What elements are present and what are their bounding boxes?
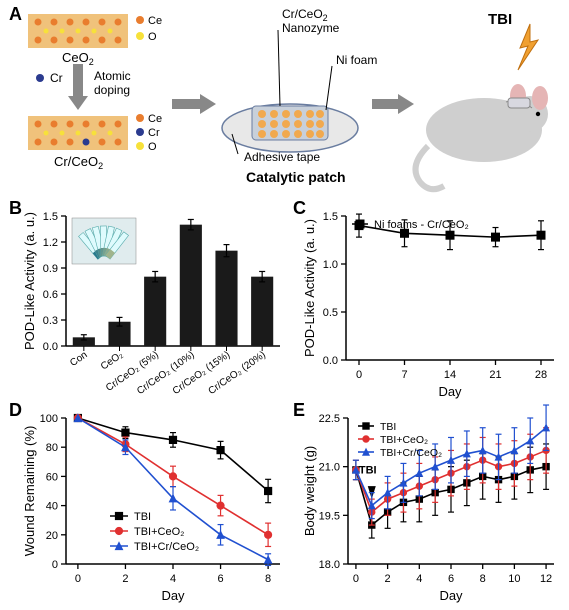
mouse <box>416 84 549 189</box>
svg-text:10: 10 <box>508 573 520 585</box>
panelA-schematic: Ce O CeO2 Cr Atomic doping Ce Cr O Cr/Ce… <box>20 6 560 196</box>
panelB-chart: 0.0 0.3 0.6 0.9 1.2 1.5 POD-Like Activity (a. … <box>18 202 290 400</box>
svg-text:100: 100 <box>40 413 58 425</box>
panelC-chart: 0.0 0.5 1.0 1.5 0 7 14 21 28 POD-Like Activity (a… <box>298 202 564 400</box>
svg-text:Ni foams - Cr/CeO₂: Ni foams - Cr/CeO₂ <box>374 219 469 231</box>
svg-text:28: 28 <box>535 369 547 381</box>
svg-text:6: 6 <box>217 573 223 585</box>
atomic-doping-text: Atomic <box>94 69 131 83</box>
figure-root: { "panelA": { "label": "A", "schematic":… <box>0 0 569 610</box>
svg-text:20: 20 <box>46 530 58 542</box>
ceo2-lattice <box>28 14 128 48</box>
cr-text: Cr <box>50 71 63 85</box>
lightning-icon <box>518 24 538 70</box>
svg-text:12: 12 <box>540 573 552 585</box>
svg-text:60: 60 <box>46 471 58 483</box>
svg-text:TBI: TBI <box>134 511 151 523</box>
nifoam-label: Ni foam <box>336 53 377 67</box>
legend-ce2: Ce <box>148 113 162 125</box>
svg-text:0: 0 <box>356 369 362 381</box>
legend-cr2: Cr <box>148 127 160 139</box>
svg-text:POD-Like Activity (a. u.): POD-Like Activity (a. u.) <box>22 212 37 350</box>
svg-text:40: 40 <box>46 501 58 513</box>
svg-text:Wound Remaining (%): Wound Remaining (%) <box>22 426 37 557</box>
svg-text:8: 8 <box>480 573 486 585</box>
svg-text:4: 4 <box>416 573 422 585</box>
legend-o-text: O <box>148 31 157 43</box>
svg-text:POD-Like Activity (a. u.): POD-Like Activity (a. u.) <box>302 219 317 357</box>
legend-ce-text: Ce <box>148 15 162 27</box>
cr-dot <box>36 74 44 82</box>
patch-caption: Catalytic patch <box>246 169 346 185</box>
svg-text:22.5: 22.5 <box>319 413 340 425</box>
svg-text:18.0: 18.0 <box>319 559 340 571</box>
svg-text:1.5: 1.5 <box>323 211 338 223</box>
atomic-doping-text2: doping <box>94 83 130 97</box>
svg-text:0.0: 0.0 <box>323 355 338 367</box>
svg-text:0: 0 <box>75 573 81 585</box>
svg-text:Day: Day <box>438 384 462 399</box>
svg-text:0.0: 0.0 <box>43 341 58 353</box>
svg-text:TBI+CeO₂: TBI+CeO₂ <box>380 434 428 446</box>
svg-text:21: 21 <box>489 369 501 381</box>
panelD-chart: 0 20 40 60 80 100 0 2 4 6 8 Wound Remaining (%) Day T… <box>18 404 290 606</box>
legend-ce-dot <box>136 16 144 24</box>
svg-text:0.5: 0.5 <box>323 307 338 319</box>
svg-text:TBI: TBI <box>380 421 396 433</box>
legend-o2: O <box>148 141 157 153</box>
svg-text:TBI+Cr/CeO₂: TBI+Cr/CeO₂ <box>134 541 199 553</box>
cr-ceo2-lattice <box>28 116 128 150</box>
legend-o-dot <box>136 32 144 40</box>
svg-text:4: 4 <box>170 573 176 585</box>
svg-text:14: 14 <box>444 369 456 381</box>
tape-label: Adhesive tape <box>244 150 320 164</box>
svg-text:TBI+Cr/CeO₂: TBI+Cr/CeO₂ <box>380 447 442 459</box>
svg-text:80: 80 <box>46 442 58 454</box>
svg-text:Body weight (g): Body weight (g) <box>302 446 317 536</box>
svg-text:0: 0 <box>353 573 359 585</box>
panelE-chart: 18.0 19.5 21.0 22.5 0 2 4 6 8 10 12 Body weight (g)… <box>298 404 564 606</box>
svg-text:1.5: 1.5 <box>43 211 58 223</box>
arrow-to-patch <box>172 94 216 114</box>
svg-text:1.0: 1.0 <box>323 259 338 271</box>
svg-text:0.3: 0.3 <box>43 315 58 327</box>
svg-text:Con: Con <box>68 349 89 369</box>
tbi-label: TBI <box>488 11 512 28</box>
svg-text:TBI: TBI <box>359 465 377 477</box>
svg-text:7: 7 <box>401 369 407 381</box>
svg-text:TBI+CeO₂: TBI+CeO₂ <box>134 526 184 538</box>
nanozyme-label2: Nanozyme <box>282 21 340 35</box>
svg-text:CeO₂: CeO₂ <box>99 349 125 372</box>
svg-text:2: 2 <box>385 573 391 585</box>
catalytic-patch <box>222 104 358 152</box>
cr-ceo2-label: Cr/CeO2 <box>54 154 103 171</box>
atomic-doping-arrow <box>68 64 88 110</box>
svg-text:19.5: 19.5 <box>319 510 340 522</box>
svg-text:0.6: 0.6 <box>43 289 58 301</box>
svg-text:0.9: 0.9 <box>43 263 58 275</box>
svg-text:21.0: 21.0 <box>319 462 340 474</box>
svg-text:1.2: 1.2 <box>43 237 58 249</box>
arrow-to-mouse <box>372 94 414 114</box>
svg-text:0: 0 <box>52 559 58 571</box>
svg-text:Day: Day <box>439 588 463 603</box>
svg-text:Day: Day <box>161 588 185 603</box>
svg-text:8: 8 <box>265 573 271 585</box>
svg-text:6: 6 <box>448 573 454 585</box>
svg-text:2: 2 <box>122 573 128 585</box>
